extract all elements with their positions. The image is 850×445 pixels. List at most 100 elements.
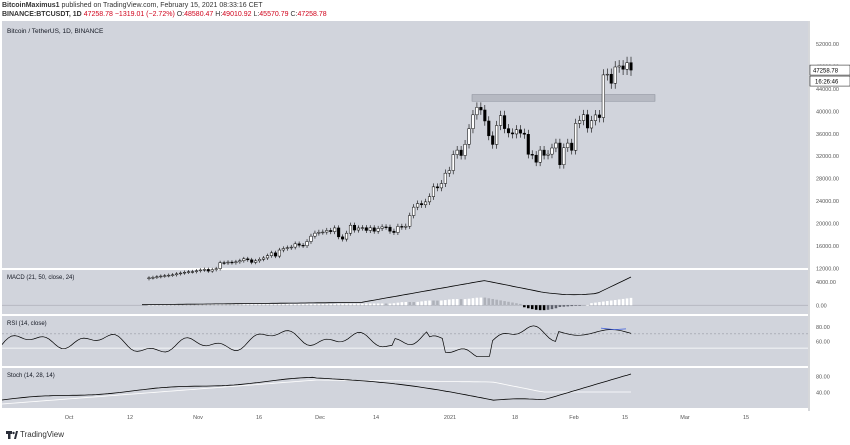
- candle-body: [262, 257, 266, 260]
- macd-hist-bar: [582, 305, 585, 306]
- candle-body: [356, 227, 360, 231]
- candle-body: [246, 258, 250, 261]
- candle-body: [337, 227, 341, 238]
- candle-body: [514, 129, 518, 135]
- candle-body: [333, 227, 337, 232]
- macd-hist-bar: [274, 304, 277, 306]
- macd-hist-bar: [463, 299, 467, 306]
- candle-body: [518, 129, 522, 134]
- macd-hist-bar: [534, 305, 538, 310]
- macd-hist-bar: [270, 304, 273, 306]
- price-tick-label: 32000.00: [816, 154, 839, 160]
- candle-body: [210, 269, 214, 272]
- candle-body: [155, 276, 159, 278]
- macd-hist-bar: [187, 304, 190, 306]
- chart-area[interactable]: Bitcoin / TetherUS, 1D, BINANCE 52000.00 4…: [1, 21, 850, 426]
- stoch-tick-label: 40.00: [816, 391, 830, 397]
- time-tick-label: 15: [622, 415, 628, 421]
- candle-body: [534, 154, 538, 163]
- candle-body: [269, 252, 274, 256]
- price-tick-label: 12000.00: [816, 267, 839, 273]
- candle-body: [277, 249, 281, 257]
- macd-hist-bar: [609, 300, 613, 306]
- author-name[interactable]: BitcoinMaximus1: [2, 2, 60, 9]
- macd-hist-bar: [238, 304, 242, 306]
- resistance-zone: [471, 94, 656, 102]
- macd-hist-bar: [163, 304, 167, 306]
- tradingview-label[interactable]: TradingView: [20, 430, 65, 439]
- candle-body: [495, 125, 499, 145]
- macd-hist-bar: [566, 305, 570, 307]
- macd-hist-bar: [183, 304, 186, 306]
- candle-body: [408, 215, 412, 227]
- candle-body: [360, 227, 364, 229]
- price-tick-label: 16000.00: [816, 244, 839, 250]
- candle-body: [416, 203, 420, 208]
- candle-body: [313, 232, 317, 237]
- candle-body: [321, 231, 325, 234]
- candle-body: [171, 274, 175, 276]
- candle-body: [222, 262, 226, 264]
- price-tick-label: 28000.00: [816, 177, 839, 183]
- macd-hist-bar: [495, 299, 498, 306]
- candle-body: [186, 271, 191, 273]
- macd-hist-bar: [554, 305, 558, 309]
- price-tick-label: 24000.00: [816, 199, 839, 205]
- candle-body: [230, 261, 234, 264]
- rsi-line: [1, 325, 632, 358]
- macd-title: MACD (21, 50, close, 24): [7, 275, 74, 281]
- candle-body: [597, 114, 601, 118]
- candle-body: [179, 272, 183, 275]
- candle-body: [400, 226, 404, 228]
- macd-hist-bar: [285, 304, 289, 306]
- chart-svg[interactable]: Bitcoin / TetherUS, 1D, BINANCE 52000.00 4…: [1, 21, 850, 426]
- candle-body: [451, 154, 455, 171]
- macd-tick-label: 0.00: [816, 304, 827, 310]
- candle-body: [526, 134, 530, 155]
- candle-body: [538, 149, 542, 163]
- macd-hist-bar: [317, 303, 321, 306]
- macd-hist-bar: [444, 300, 447, 306]
- macd-hist-bar: [167, 304, 171, 306]
- macd-hist-bar: [526, 305, 530, 309]
- macd-hist-bar: [412, 302, 415, 306]
- candle-body: [285, 247, 289, 249]
- macd-hist-bar: [159, 304, 163, 306]
- last-price-tag-label: 47258.78: [813, 69, 839, 75]
- macd-hist-bar: [428, 300, 431, 306]
- macd-hist-bar: [246, 304, 250, 306]
- candle-body: [629, 62, 633, 71]
- macd-hist-bar: [507, 301, 510, 306]
- candle-body: [613, 66, 617, 84]
- candle-body: [368, 227, 372, 231]
- price-tick-label: 44000.00: [816, 87, 839, 93]
- time-tick-label: Feb: [569, 415, 578, 421]
- rsi-tick-label: 60.00: [816, 340, 830, 346]
- macd-hist-bar: [440, 300, 443, 306]
- macd-hist-bar: [384, 303, 388, 306]
- macd-hist-bar: [483, 297, 487, 306]
- macd-hist-bar: [206, 304, 210, 306]
- candle-body: [609, 73, 613, 84]
- candle-body: [459, 149, 463, 156]
- rsi-tick-label: 80.00: [816, 325, 830, 331]
- stoch-title: Stoch (14, 28, 14): [7, 373, 55, 379]
- candle-body: [435, 186, 439, 189]
- candle-body: [206, 269, 210, 272]
- macd-hist-bar: [455, 299, 459, 306]
- footer: TradingView: [0, 428, 850, 445]
- tradingview-logo-icon: [6, 431, 18, 439]
- macd-hist-bar: [447, 299, 451, 306]
- macd-hist-bar: [333, 303, 336, 306]
- candle-body: [388, 226, 392, 232]
- candle-body: [570, 142, 574, 151]
- candle-body: [198, 269, 202, 272]
- macd-hist-bar: [400, 302, 404, 306]
- candle-body: [574, 123, 578, 151]
- candle-body: [578, 120, 582, 124]
- candle-body: [380, 226, 384, 229]
- macd-hist-bar: [337, 303, 340, 306]
- price-tick-label: 40000.00: [816, 109, 839, 115]
- macd-hist-bar: [305, 303, 309, 306]
- macd-hist-bar: [436, 300, 439, 306]
